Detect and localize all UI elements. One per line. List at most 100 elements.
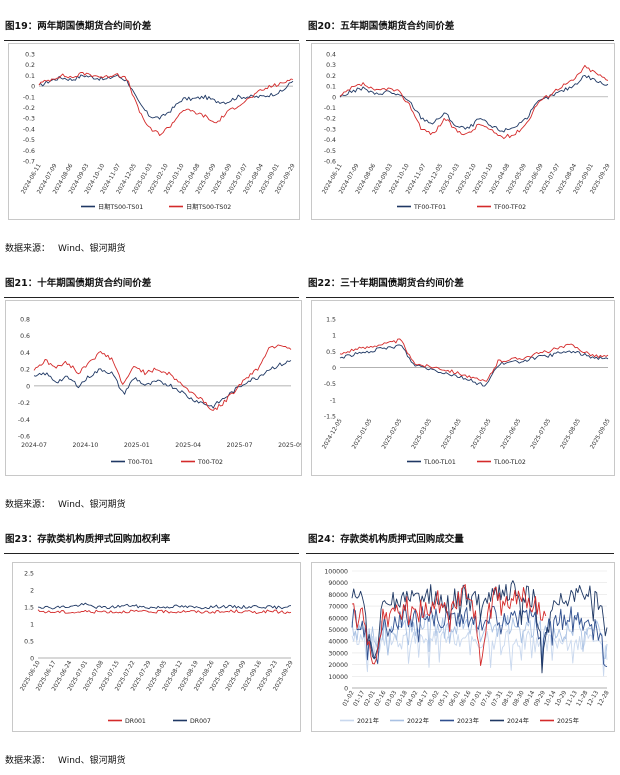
y-tick-label: 0: [31, 84, 35, 91]
legend-label: TF00-TF01: [413, 204, 446, 211]
title-rule: [4, 297, 299, 298]
x-tick-label: 2025-09-05: [590, 418, 612, 450]
legend-label: 日期TS00-TS01: [98, 203, 143, 211]
series-line: [351, 580, 608, 674]
series-line: [339, 74, 609, 133]
x-tick-label: 2024-07: [21, 442, 47, 449]
legend-label: DR001: [125, 718, 146, 725]
source-note: 数据来源： Wind、银河期货: [5, 753, 126, 766]
x-tick-label: 2025-06-05: [500, 418, 522, 450]
legend-label: T00-T02: [197, 459, 223, 466]
legend-label: TF00-TF02: [493, 204, 526, 211]
y-tick-label: 20000: [328, 662, 348, 669]
series-line: [37, 602, 292, 610]
y-tick-label: 1.5: [326, 317, 336, 324]
y-tick-label: 0: [30, 656, 34, 663]
source-note: 数据来源： Wind、银河期货: [5, 241, 126, 254]
legend-label: 日期TS00-TS02: [186, 203, 231, 211]
y-tick-label: 1: [332, 333, 336, 340]
y-tick-label: 0.1: [25, 73, 35, 80]
series-line: [351, 604, 608, 668]
y-tick-label: 60000: [328, 615, 348, 622]
x-tick-label: 2025-02-05: [381, 418, 403, 450]
y-tick-label: -0.3: [23, 116, 35, 123]
source-label: 数据来源：: [5, 756, 51, 766]
x-tick-label: 2025-04: [175, 442, 201, 449]
y-tick-label: 0.2: [25, 62, 35, 69]
chart-panel-20: 0.4 0.3 0.2 0.1 0 -0.1 -0.2 -0.3 -0.4 -0.5 -0.6 202…: [311, 43, 615, 220]
y-tick-label: 0.5: [326, 349, 336, 356]
y-tick-label: 0.3: [326, 62, 336, 69]
y-tick-label: -0.4: [18, 417, 30, 424]
figure-title-24: 图24：存款类机构质押式回购成交量: [308, 534, 464, 545]
chart-19: 0.30.20.10-0.1-0.2-0.3-0.4-0.5-0.6-0.720…: [21, 52, 297, 212]
legend-label: TL00-TL01: [423, 459, 456, 466]
y-tick-label: -1: [330, 397, 336, 404]
series-line: [38, 74, 294, 120]
x-tick-label: 2025-09: [278, 442, 301, 449]
y-tick-label: -0.6: [18, 434, 30, 441]
source-text: Wind、银河期货: [58, 756, 126, 766]
y-tick-label: 0.3: [25, 52, 35, 59]
legend-label: TL00-TL02: [493, 459, 526, 466]
x-tick-label: 2025-07: [227, 442, 253, 449]
x-tick-label: 2025-07-05: [530, 418, 552, 450]
y-tick-label: 0.5: [24, 639, 34, 646]
y-tick-label: -0.1: [23, 94, 35, 101]
x-tick-label: 2024-10: [72, 442, 98, 449]
figure-title-23: 图23：存款类机构质押式回购加权利率: [5, 534, 171, 545]
title-rule: [306, 297, 614, 298]
source-label: 数据来源：: [5, 500, 51, 510]
title-rule: [306, 40, 614, 41]
figure-title-21: 图21：十年期国债期货合约间价差: [5, 278, 152, 289]
y-tick-label: 0.2: [326, 73, 336, 80]
y-tick-label: 0: [332, 94, 336, 101]
series-line: [351, 613, 608, 660]
y-tick-label: 0.4: [326, 52, 336, 59]
y-tick-label: 10000: [328, 674, 348, 681]
y-tick-label: 2: [30, 588, 34, 595]
y-tick-label: 1: [30, 622, 34, 629]
chart-panel-24: 100000 90000 80000 70000 60000 50000 40000 3000…: [311, 562, 615, 732]
y-tick-label: -0.6: [324, 159, 336, 166]
chart-panel-22: 1.5 1 0.5 0 -0.5 -1 -1.5 2024-12-05 2025-01-05 20…: [311, 300, 615, 476]
legend-label: 2023年: [457, 717, 479, 725]
y-tick-label: 0: [344, 686, 348, 693]
chart-23: 2.521.510.502025-06-102025-06-172025-06-…: [20, 571, 295, 726]
source-text: Wind、银河期货: [58, 244, 126, 254]
title-rule: [4, 553, 299, 554]
x-tick-label: 2025-05-05: [471, 418, 493, 450]
series-line: [339, 344, 609, 387]
legend-label: 2025年: [557, 717, 579, 725]
y-tick-label: -0.2: [324, 116, 336, 123]
figure-title-22: 图22：三十年期国债期货合约间价差: [308, 278, 464, 289]
x-tick-label: 2025-01: [124, 442, 150, 449]
y-tick-label: 0: [26, 383, 30, 390]
y-tick-label: -0.6: [23, 148, 35, 155]
y-tick-label: 0.6: [20, 333, 30, 340]
y-tick-label: -0.5: [324, 381, 336, 388]
legend-label: T00-T01: [127, 459, 153, 466]
x-tick-label: 12-28: [597, 690, 611, 708]
legend-label: 2022年: [407, 717, 429, 725]
y-tick-label: 0.2: [20, 367, 30, 374]
x-tick-label: 2025-01-05: [351, 418, 373, 450]
x-tick-label: 2025-04-05: [441, 418, 463, 450]
figure-title-19: 图19：两年期国债期货合约间价差: [5, 21, 152, 32]
y-tick-label: -0.2: [18, 400, 30, 407]
y-tick-label: -0.1: [324, 105, 336, 112]
source-label: 数据来源：: [5, 244, 51, 254]
y-tick-label: 90000: [328, 580, 348, 587]
chart-panel-23: 2.5 2 1.5 1 0.5 0 2025-06-10 2025-06-17 2025-06-…: [12, 562, 301, 732]
title-rule: [306, 553, 614, 554]
y-tick-label: 0.1: [326, 84, 336, 91]
chart-24: 1000009000080000700006000050000400003000…: [324, 569, 611, 726]
y-tick-label: -0.5: [23, 137, 35, 144]
y-tick-label: 40000: [328, 639, 348, 646]
y-tick-label: 0.8: [20, 317, 30, 324]
x-tick-label: 2025-03-05: [411, 418, 433, 450]
y-tick-label: 2.5: [24, 571, 34, 578]
y-tick-label: -0.7: [23, 159, 35, 166]
y-tick-label: 70000: [328, 604, 348, 611]
